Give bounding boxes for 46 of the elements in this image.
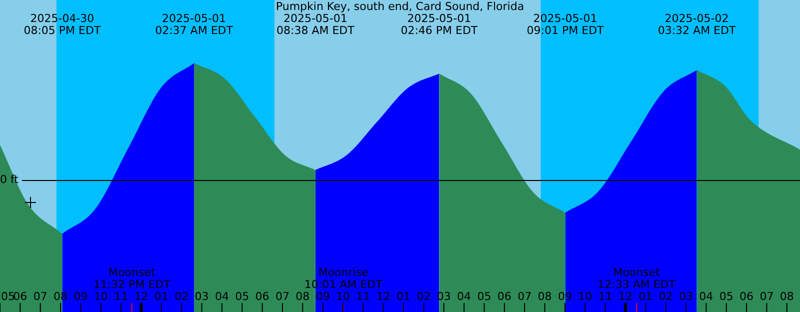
x-tick-label: 07 xyxy=(518,290,532,303)
text: 2025-05-01 09:01 PM EDT xyxy=(526,12,604,37)
x-tick-label: 01 xyxy=(154,290,168,303)
x-tick-label: 09 xyxy=(316,290,330,303)
x-tick-label: 05 xyxy=(1,290,15,303)
x-tick-label: 07 xyxy=(33,290,48,303)
x-tick-label: 05 xyxy=(719,290,734,303)
x-tick-label: 04 xyxy=(699,290,714,303)
x-tick-label: 05 xyxy=(235,290,250,303)
x-tick-label: 03 xyxy=(194,290,209,303)
x-tick-label: 01 xyxy=(396,290,411,303)
x-tick-label: 06 xyxy=(255,290,270,303)
x-tick-label: 02 xyxy=(416,290,431,303)
x-tick-label: 08 xyxy=(296,290,310,303)
text: 2025-05-02 03:32 AM EDT xyxy=(658,12,736,37)
x-tick-label: 10 xyxy=(336,290,350,303)
x-tick-label: 03 xyxy=(679,290,694,303)
x-tick-label: 01 xyxy=(638,290,653,303)
text: 2025-05-01 02:37 AM EDT xyxy=(155,12,234,37)
x-tick-label: 06 xyxy=(13,290,28,303)
x-tick-label: 08 xyxy=(780,290,794,303)
x-tick-label: 08 xyxy=(538,290,552,303)
x-tick-label: 02 xyxy=(658,290,673,303)
x-tick-label: 07 xyxy=(275,290,290,303)
x-tick-label: 04 xyxy=(214,290,229,303)
x-tick-label: 06 xyxy=(497,290,512,303)
x-tick-label: 07 xyxy=(760,290,774,303)
x-tick-label: 12 xyxy=(134,290,148,303)
x-tick-label: 11 xyxy=(114,290,128,303)
ref-line-label: Moonset 12:33 AM EDT xyxy=(598,266,676,291)
x-tick-label: 10 xyxy=(94,290,108,303)
x-tick-label: 04 xyxy=(457,290,472,303)
x-tick-label: 11 xyxy=(598,290,612,303)
x-tick-label: 06 xyxy=(740,290,754,303)
chart-title: Pumpkin Key, south end, Card Sound, Florida xyxy=(276,0,524,13)
x-tick-label: 12 xyxy=(618,290,632,303)
text: 2025-04-30 08:05 PM EDT xyxy=(24,12,101,37)
x-tick-label: 10 xyxy=(578,290,592,303)
x-tick-label: 12 xyxy=(376,290,390,303)
text: 2025-05-01 02:46 PM EDT xyxy=(400,12,478,37)
x-tick-label: 02 xyxy=(174,290,189,303)
text: 2025-05-01 08:38 AM EDT xyxy=(276,12,355,37)
ref-line-label: Moonset 11:32 PM EDT xyxy=(93,266,171,291)
x-tick-label: 11 xyxy=(356,290,370,303)
x-tick-label: 09 xyxy=(74,290,88,303)
x-tick-label: 05 xyxy=(477,290,492,303)
